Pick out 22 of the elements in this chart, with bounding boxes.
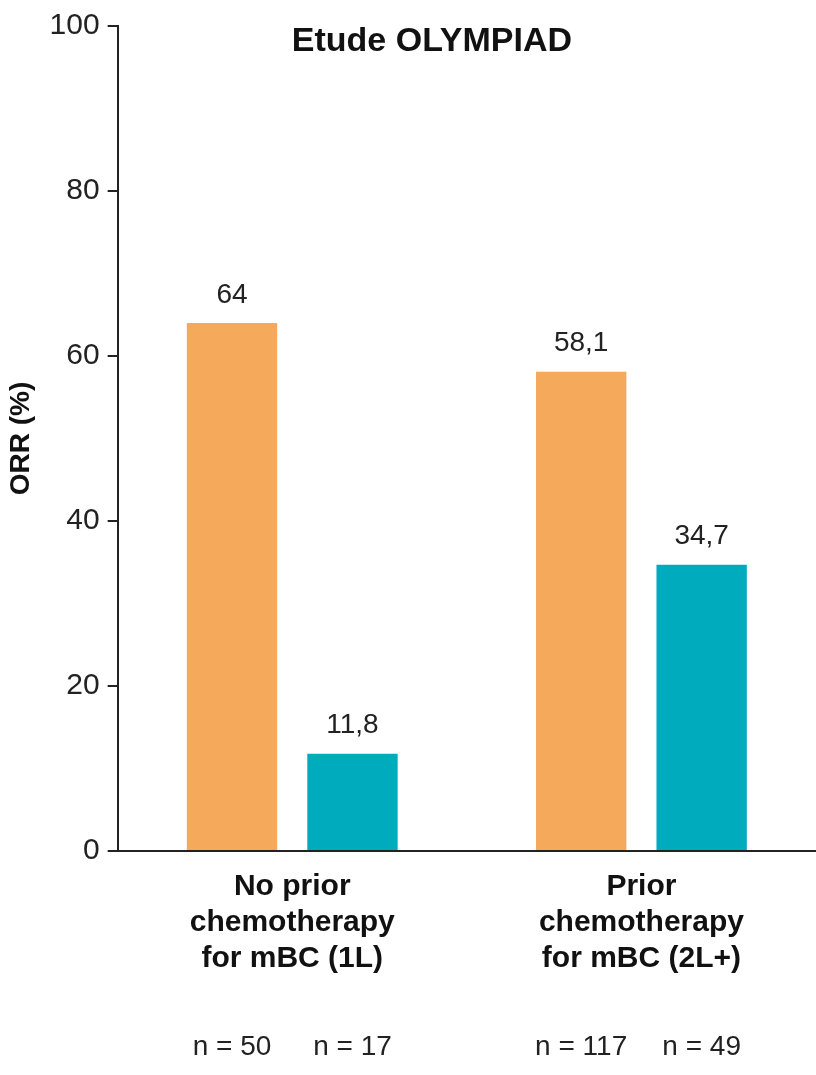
data-label: 64 (216, 277, 248, 309)
y-tick-label: 20 (66, 667, 100, 701)
y-tick-label: 80 (66, 172, 100, 206)
text: n = 117 (535, 1030, 628, 1062)
bar (656, 564, 747, 850)
bar (186, 323, 278, 850)
data-label: 58,1 (553, 326, 609, 358)
y-tick-label: 40 (66, 502, 100, 536)
bar (307, 753, 398, 850)
text: n = 49 (662, 1030, 741, 1062)
x-tick-label: No prior chemotherapy for mBC (1L) (189, 868, 396, 974)
y-tick-label: 0 (82, 832, 100, 866)
text: n = 17 (313, 1030, 392, 1062)
y-tick-label: 60 (66, 337, 100, 371)
x-tick-label: Prior chemotherapy for mBC (2L+) (538, 868, 745, 974)
text: n = 50 (192, 1030, 272, 1062)
y-axis-title: ORR (%) (3, 381, 35, 496)
chart-title: Etude OLYMPIAD (291, 20, 573, 59)
data-label: 34,7 (674, 519, 729, 551)
y-tick-label: 100 (49, 7, 100, 41)
bar (536, 371, 627, 850)
data-label: 11,8 (326, 708, 379, 740)
